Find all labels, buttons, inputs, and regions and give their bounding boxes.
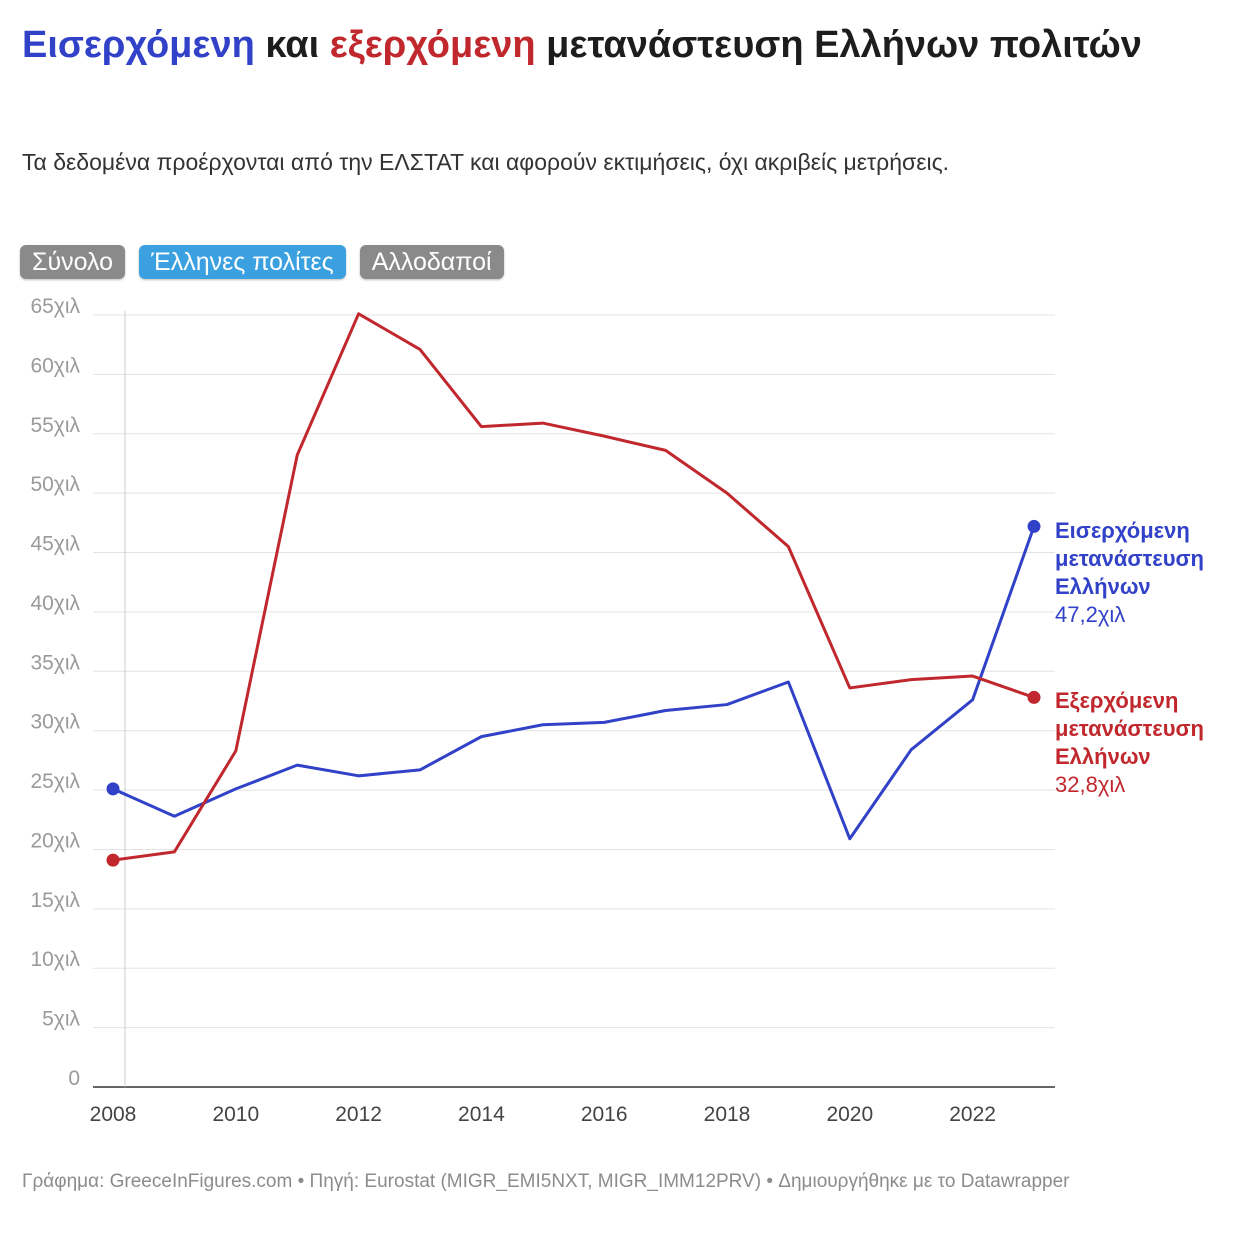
end-point-emigration [1027,690,1041,704]
y-tick-label: 30χιλ [30,711,80,734]
x-tick-label: 2020 [826,1103,873,1126]
y-tick-label: 20χιλ [30,829,80,852]
x-tick-label: 2014 [458,1103,505,1126]
x-tick-label: 2016 [581,1103,628,1126]
series-value-label-emigration: 32,8χιλ [1055,772,1125,797]
title-emigration: εξερχόμενη [329,24,536,66]
y-tick-label: 15χιλ [30,889,80,912]
x-tick-label: 2012 [335,1103,382,1126]
y-tick-label: 5χιλ [42,1008,80,1031]
y-tick-label: 60χιλ [30,354,80,377]
y-tick-label: 25χιλ [30,770,80,793]
series-label-immigration: Ελλήνων [1055,574,1151,599]
end-point-immigration [1027,519,1041,533]
line-chart: 0 5χιλ 10χιλ 15χιλ 20χιλ 25χιλ 30χιλ 35χιλ 40χιλ… [30,295,1204,1126]
series-label-emigration: Ελλήνων [1055,744,1151,769]
chart-subtitle: Τα δεδομένα προέρχονται από την ΕΛΣΤΑΤ κ… [22,149,950,175]
chart-footer: Γράφημα: GreeceInFigures.com • Πηγή: Eur… [22,1171,1070,1192]
y-tick-label: 50χιλ [30,473,80,496]
tab-bar: Σύνολο Έλληνες πολίτες Αλλοδαποί [20,245,504,279]
series-line-immigration [111,524,1036,841]
x-tick-label: 2018 [704,1103,751,1126]
x-tick-label: 2010 [212,1103,259,1126]
title-and: και [254,24,330,66]
title-rest: μετανάστευση Ελλήνων πολιτών [535,24,1142,66]
tab-greek-citizens[interactable]: Έλληνες πολίτες [139,245,346,279]
chart-title: Εισερχόμενη και εξερχόμενη μετανάστευση … [22,22,1202,68]
series-line-emigration [111,312,1036,862]
x-tick-label: 2022 [949,1103,996,1126]
series-label-emigration: μετανάστευση [1055,716,1204,741]
tab-total[interactable]: Σύνολο [20,245,126,279]
x-tick-label: 2008 [90,1103,137,1126]
series-value-label-immigration: 47,2χιλ [1055,602,1125,627]
y-tick-label: 10χιλ [30,948,80,971]
start-point-emigration [106,853,120,867]
series-label-emigration: Εξερχόμενη [1055,688,1178,713]
y-tick-label: 35χιλ [30,651,80,674]
y-tick-label: 40χιλ [30,592,80,615]
y-tick-label: 0 [68,1067,80,1090]
y-tick-label: 45χιλ [30,533,80,556]
tab-foreigners[interactable]: Αλλοδαποί [359,245,504,279]
series-label-immigration: Εισερχόμενη [1055,518,1190,543]
y-tick-label: 55χιλ [30,414,80,437]
y-tick-label: 65χιλ [30,295,80,318]
start-point-immigration [106,782,120,796]
series-label-immigration: μετανάστευση [1055,546,1204,571]
title-immigration: Εισερχόμενη [22,24,255,66]
